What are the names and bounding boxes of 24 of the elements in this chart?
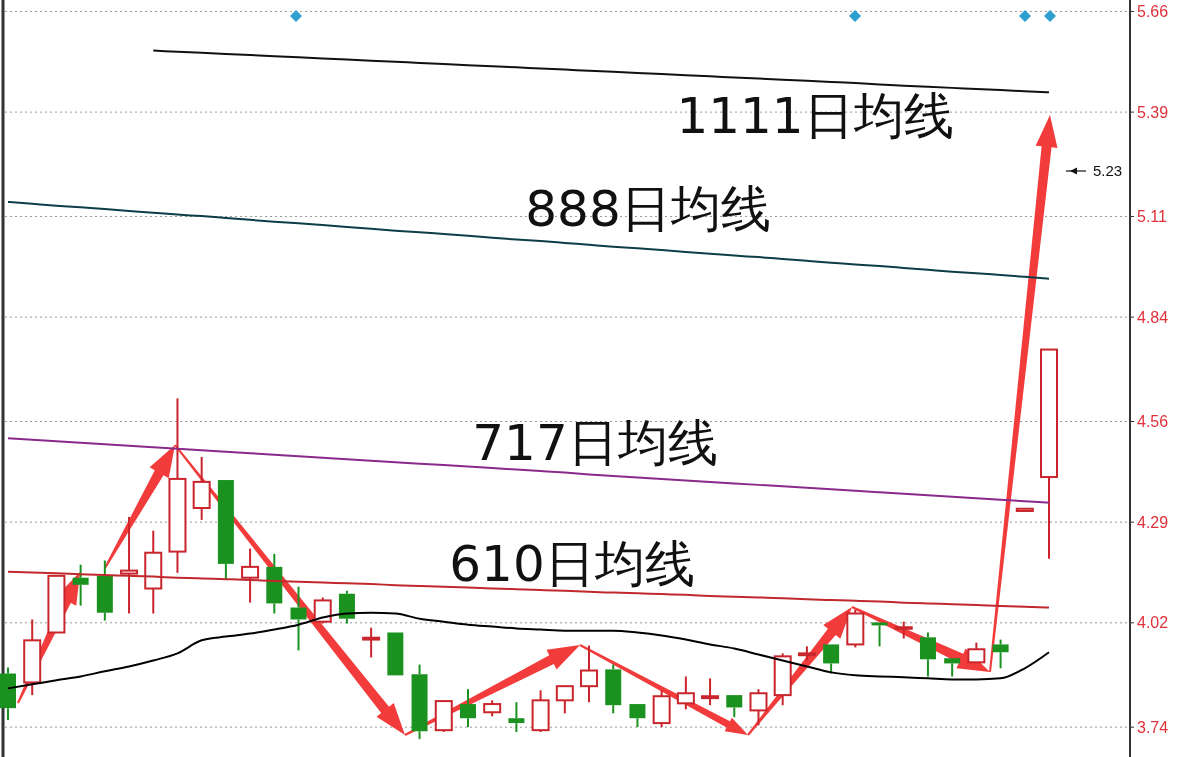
candlestick xyxy=(459,688,476,729)
candlestick xyxy=(168,397,187,574)
y-tick-label: 5.11 xyxy=(1137,208,1168,226)
y-tick-label: 5.39 xyxy=(1137,103,1169,121)
candlestick xyxy=(508,701,525,734)
y-tick-label: 4.56 xyxy=(1137,413,1169,431)
candlestick xyxy=(290,585,307,652)
candlestick xyxy=(411,663,428,741)
series-label: 1111日均线 xyxy=(676,86,954,145)
y-tick-label: 4.84 xyxy=(1137,308,1169,326)
candlestick xyxy=(266,552,283,615)
y-tick-label: 5.66 xyxy=(1137,3,1169,21)
y-tick-label: 4.02 xyxy=(1137,614,1169,632)
series-label: 717日均线 xyxy=(472,414,718,473)
line-series xyxy=(152,49,1050,94)
candlestick xyxy=(338,589,355,625)
series-label: 888日均线 xyxy=(525,180,771,239)
text: 5.23 xyxy=(1093,162,1123,180)
candlestick xyxy=(580,644,599,704)
candlestick xyxy=(192,455,211,521)
y-tick-label: 3.74 xyxy=(1137,718,1169,736)
y-tick-label: 4.29 xyxy=(1137,513,1169,531)
candlestick xyxy=(919,631,936,678)
series-label: 610日均线 xyxy=(449,534,695,593)
